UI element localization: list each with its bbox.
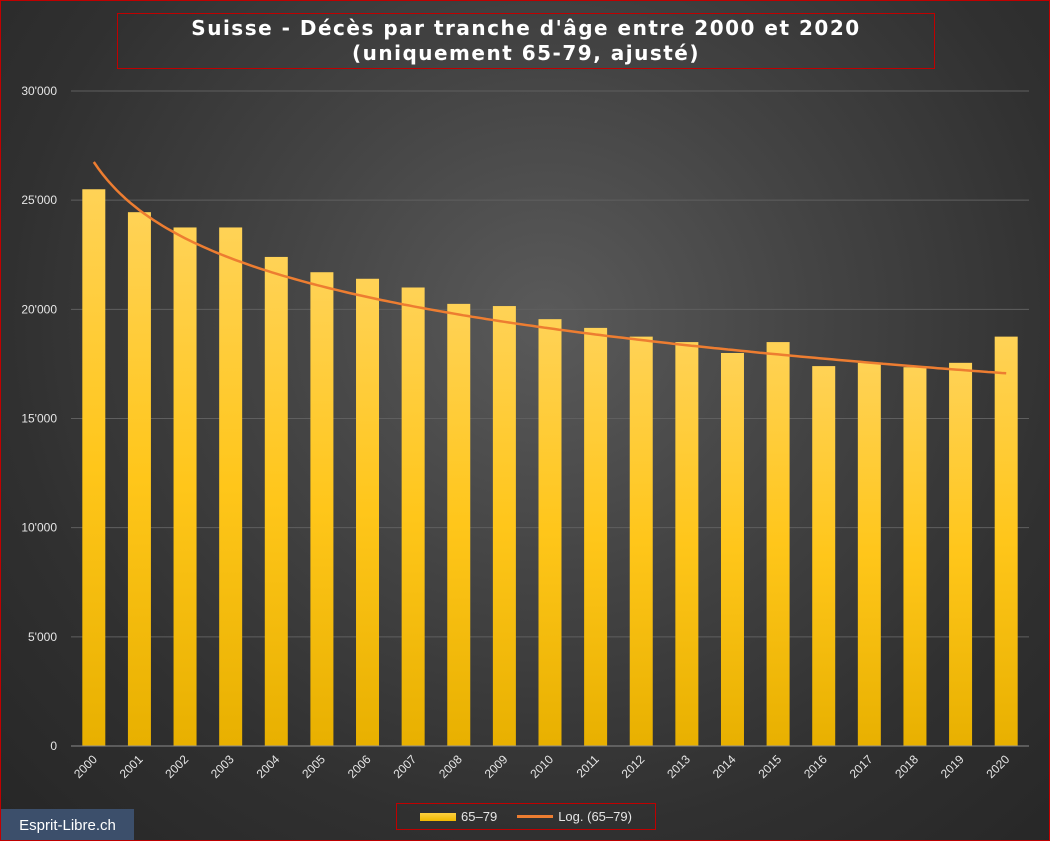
x-tick-label: 2002 bbox=[162, 752, 191, 781]
bar bbox=[538, 319, 562, 746]
bar bbox=[720, 353, 744, 746]
bar bbox=[903, 367, 927, 746]
bar bbox=[356, 278, 380, 746]
x-tick-label: 2018 bbox=[892, 752, 921, 781]
legend-label-trendline: Log. (65–79) bbox=[558, 809, 632, 824]
x-tick-label: 2020 bbox=[984, 752, 1013, 781]
bar bbox=[994, 336, 1018, 746]
y-tick-label: 15'000 bbox=[21, 412, 57, 426]
x-tick-label: 2008 bbox=[436, 752, 465, 781]
bar bbox=[447, 303, 471, 746]
x-tick-label: 2005 bbox=[299, 752, 328, 781]
bar bbox=[82, 189, 106, 746]
x-tick-label: 2013 bbox=[664, 752, 693, 781]
legend-swatch-bars bbox=[420, 812, 457, 821]
x-tick-label: 2017 bbox=[847, 752, 876, 781]
y-tick-label: 5'000 bbox=[28, 630, 57, 644]
x-tick-label: 2010 bbox=[527, 752, 556, 781]
legend-swatch-trendline bbox=[517, 815, 554, 818]
bar bbox=[127, 212, 151, 747]
bar bbox=[584, 327, 608, 746]
y-tick-label: 25'000 bbox=[21, 193, 57, 207]
bar bbox=[401, 287, 425, 746]
x-tick-label: 2004 bbox=[254, 752, 283, 781]
bar bbox=[812, 366, 836, 746]
bar bbox=[857, 362, 881, 746]
trendline bbox=[92, 161, 1007, 375]
x-tick-label: 2014 bbox=[710, 752, 739, 781]
bar bbox=[492, 306, 516, 746]
chart-legend: 65–79 Log. (65–79) bbox=[396, 803, 656, 830]
legend-item-trendline: Log. (65–79) bbox=[517, 809, 632, 824]
y-tick-label: 30'000 bbox=[21, 84, 57, 98]
bar bbox=[173, 227, 197, 747]
bar bbox=[629, 336, 653, 746]
bar bbox=[949, 362, 973, 746]
y-tick-label: 0 bbox=[50, 739, 57, 753]
bar bbox=[675, 342, 699, 746]
x-tick-label: 2006 bbox=[345, 752, 374, 781]
x-tick-label: 2012 bbox=[619, 752, 648, 781]
x-tick-label: 2009 bbox=[482, 752, 511, 781]
legend-label-bars: 65–79 bbox=[461, 809, 498, 824]
y-tick-label: 20'000 bbox=[21, 302, 57, 316]
legend-item-bars: 65–79 bbox=[420, 809, 497, 824]
x-tick-label: 2016 bbox=[801, 752, 830, 781]
x-tick-label: 2015 bbox=[755, 752, 784, 781]
y-tick-label: 10'000 bbox=[21, 521, 57, 535]
x-tick-label: 2003 bbox=[208, 752, 237, 781]
chart-title-box: Suisse - Décès par tranche d'âge entre 2… bbox=[117, 13, 935, 69]
bar bbox=[766, 342, 790, 746]
watermark-label: Esprit-Libre.ch bbox=[1, 809, 134, 840]
bar bbox=[219, 227, 243, 747]
bar bbox=[310, 272, 334, 746]
x-tick-label: 2019 bbox=[938, 752, 967, 781]
chart-title: Suisse - Décès par tranche d'âge entre 2… bbox=[191, 16, 861, 65]
x-tick-label: 2011 bbox=[574, 752, 602, 780]
bar bbox=[264, 256, 288, 746]
x-tick-label: 2001 bbox=[117, 752, 146, 781]
x-tick-label: 2007 bbox=[390, 752, 419, 781]
x-tick-label: 2000 bbox=[71, 752, 100, 781]
